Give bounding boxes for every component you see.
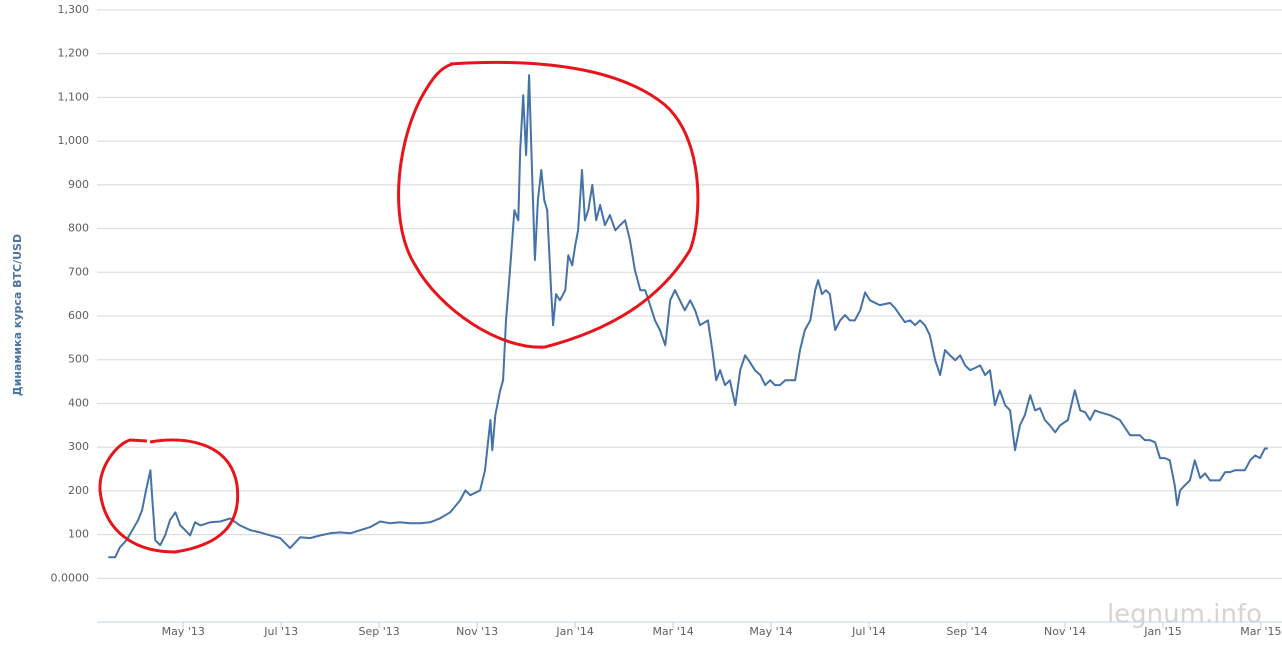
y-tick-label: 1,300: [58, 3, 90, 16]
watermark: legnum.info: [1107, 600, 1262, 630]
x-tick-label: Sep '13: [359, 625, 400, 638]
y-tick-label: 700: [68, 265, 89, 278]
x-tick-label: Jan '15: [1143, 625, 1181, 638]
y-tick-label: 900: [68, 178, 89, 191]
y-tick-label: 600: [68, 309, 89, 322]
x-tick-label: May '13: [162, 625, 205, 638]
y-tick-label: 1,100: [58, 90, 90, 103]
y-tick-label: 1,000: [58, 134, 90, 147]
x-tick-label: May '14: [749, 625, 792, 638]
annotation-circle: [98, 438, 240, 554]
y-tick-label: 100: [68, 528, 89, 541]
y-tick-label: 0.0000: [51, 571, 90, 584]
y-tick-label: 1,200: [58, 47, 90, 60]
annotation-circle: [397, 60, 700, 349]
x-tick-label: Nov '14: [1044, 625, 1086, 638]
y-tick-label: 200: [68, 484, 89, 497]
x-tick-label: Sep '14: [946, 625, 987, 638]
y-tick-label: 500: [68, 353, 89, 366]
y-axis-label: Динамика курса BTC/USD: [11, 234, 24, 396]
price-line: [108, 74, 1268, 559]
x-tick-label: Jul '13: [263, 625, 298, 638]
x-tick-label: Nov '13: [456, 625, 498, 638]
y-tick-label: 800: [68, 222, 89, 235]
plot-area: 0.0000 100 200 300 400 500 600 700 800 900 1,000 1,…: [51, 3, 1282, 638]
y-tick-label: 300: [68, 440, 89, 453]
x-tick-label: Mar '14: [652, 625, 693, 638]
x-tick-label: Jan '14: [555, 625, 593, 638]
x-tick-label: Jul '14: [851, 625, 886, 638]
y-tick-label: 400: [68, 396, 89, 409]
x-tick-label: Mar '15: [1240, 625, 1281, 638]
